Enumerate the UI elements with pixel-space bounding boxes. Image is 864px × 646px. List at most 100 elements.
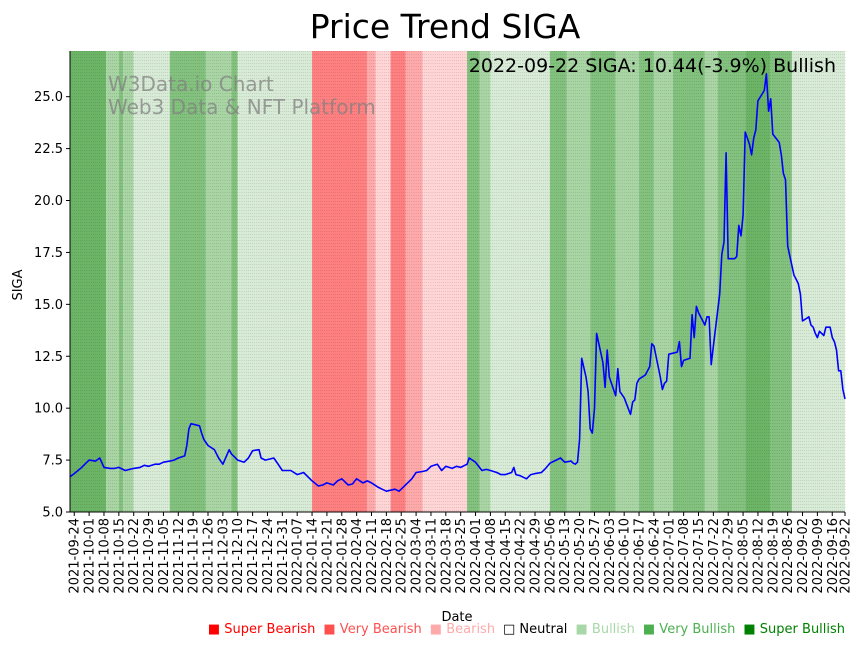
y-tick-label: 10.0 [34,402,63,417]
band-bearish [422,51,468,512]
x-tick-label: 2021-11-05 [157,518,172,594]
x-tick-label: 2022-08-05 [737,518,752,594]
x-tick-label: 2022-08-12 [751,518,766,594]
x-tick-label: 2021-10-08 [97,518,112,594]
regime-bands [70,51,845,512]
x-tick-label: 2022-03-18 [439,518,454,594]
y-tick-label: 7.5 [42,454,63,469]
band-very-bearish [405,51,423,512]
legend-item-very-bullish: ■ Very Bullish [643,622,735,637]
y-tick-label: 15.0 [34,298,63,313]
band-bullish [123,51,134,512]
x-tick-label: 2022-03-11 [424,518,439,594]
band-bullish [615,51,640,512]
x-tick-label: 2021-12-31 [276,518,291,594]
x-tick-label: 2021-10-22 [127,518,142,594]
x-tick-label: 2022-05-13 [558,518,573,594]
x-tick-label: 2022-02-04 [350,518,365,594]
y-tick-label: 17.5 [34,246,63,261]
y-tick-label: 5.0 [42,506,63,521]
x-tick-label: 2022-04-08 [484,518,499,594]
x-tick-label: 2022-01-07 [291,518,306,594]
x-tick-label: 2022-04-15 [499,518,514,594]
x-tick-label: 2022-01-21 [320,518,335,594]
y-axis-label: SIGA [11,269,26,300]
watermark: W3Data.io Chart Web3 Data & NFT Platform [108,72,376,119]
band-neutral [133,51,170,512]
band-very-bullish [590,51,616,512]
y-tick-label: 12.5 [34,350,63,365]
x-tick-label: 2021-10-01 [83,518,98,594]
x-tick-label: 2022-07-08 [677,518,692,594]
x-tick-label: 2022-06-10 [618,518,633,594]
y-tick-label: 22.5 [34,142,63,157]
legend-item-bearish: ■ Bearish [430,622,495,637]
x-tick-label: 2021-11-12 [172,518,187,594]
x-tick-label: 2022-04-22 [514,518,529,594]
x-tick-label: 2021-12-03 [216,518,231,594]
x-tick-label: 2022-08-19 [766,518,781,594]
band-super-bullish [745,51,771,512]
band-super-bearish [390,51,406,512]
band-neutral [237,51,313,512]
x-axis-ticks: 2021-09-24 2021-10-01 2021-10-08 2021-10-15… [68,512,854,594]
band-neutral [791,51,845,512]
price-series [69,73,846,493]
band-bullish [704,51,718,512]
x-tick-label: 2022-09-16 [826,518,841,594]
band-very-bullish [717,51,746,512]
band-bullish [106,51,119,512]
legend: ■ Super Bearish ■ Very Bearish ■ Bearish □ … [208,622,845,637]
x-tick-label: 2021-12-24 [261,518,276,594]
chart-title: Price Trend SIGA [310,7,581,46]
x-tick-label: 2022-06-03 [603,518,618,594]
x-tick-label: 2021-10-15 [112,518,127,594]
band-bullish [479,51,491,512]
band-very-bullish [639,51,654,512]
x-tick-label: 2021-12-10 [231,518,246,594]
x-tick-label: 2022-05-20 [573,518,588,594]
x-tick-label: 2022-04-01 [469,518,484,594]
x-tick-label: 2022-07-01 [662,518,677,594]
x-tick-label: 2022-05-06 [543,518,558,594]
x-tick-label: 2021-12-17 [246,518,261,594]
legend-item-neutral: □ Neutral [503,622,567,637]
band-very-bullish [770,51,792,512]
legend-item-bullish: ■ Bullish [576,622,635,637]
band-very-bullish [467,51,480,512]
x-tick-label: 2022-09-22 [839,518,854,594]
x-tick-label: 2022-01-28 [335,518,350,594]
x-tick-label: 2022-02-18 [380,518,395,594]
x-tick-label: 2022-07-29 [722,518,737,594]
watermark-line-2: Web3 Data & NFT Platform [108,95,376,119]
x-tick-label: 2022-03-25 [454,518,469,594]
legend-item-very-bearish: ■ Very Bearish [323,622,421,637]
watermark-line-1: W3Data.io Chart [108,72,274,96]
x-tick-label: 2022-02-25 [395,518,410,594]
x-tick-label: 2021-09-24 [68,518,83,594]
legend-item-super-bullish: ■ Super Bullish [743,622,845,637]
x-tick-label: 2022-09-02 [796,518,811,594]
x-tick-label: 2022-04-29 [529,518,544,594]
y-tick-label: 25.0 [34,90,63,105]
x-tick-label: 2022-02-11 [365,518,380,594]
x-tick-label: 2022-07-22 [707,518,722,594]
band-bullish [205,51,232,512]
band-very-bullish [231,51,238,512]
x-tick-label: 2022-01-14 [306,518,321,594]
x-axis-label: Date [441,610,472,625]
x-tick-label: 2022-08-26 [781,518,796,594]
x-tick-label: 2022-06-17 [633,518,648,594]
x-tick-label: 2021-10-29 [142,518,157,594]
y-tick-label: 20.0 [34,194,63,209]
series-line-siga [69,73,846,493]
band-very-bullish [673,51,705,512]
x-tick-label: 2022-07-15 [692,518,707,594]
legend-item-super-bearish: ■ Super Bearish [208,622,316,637]
x-tick-label: 2022-06-24 [647,518,662,594]
vertical-gridlines [69,51,846,512]
latest-price-annotation: 2022-09-22 SIGA: 10.44(-3.9%) Bullish [469,55,836,77]
band-very-bullish [549,51,567,512]
band-super-bullish [70,51,107,512]
